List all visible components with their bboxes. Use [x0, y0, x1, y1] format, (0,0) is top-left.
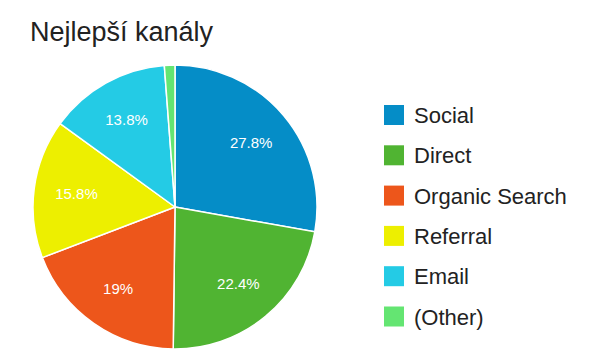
pie-slice	[164, 65, 175, 207]
chart: Nejlepší kanály 27.8% 22.4% 19% 15.8% 13.8% So…	[0, 0, 615, 363]
data-label: 19%	[103, 280, 133, 297]
legend-label: Organic Search	[414, 184, 567, 209]
pie-slice	[175, 65, 317, 232]
data-label: 27.8%	[230, 134, 273, 151]
pie-slice	[173, 207, 315, 349]
legend-swatch	[384, 226, 404, 246]
legend-swatch	[384, 145, 404, 165]
data-label: 13.8%	[105, 111, 148, 128]
slices	[33, 65, 317, 349]
legend-label: (Other)	[414, 305, 484, 330]
data-labels: 27.8% 22.4% 19% 15.8% 13.8%	[55, 111, 272, 296]
legend-label: Direct	[414, 143, 471, 168]
legend-swatch	[384, 186, 404, 206]
legend-swatch	[384, 266, 404, 286]
data-label: 22.4%	[217, 275, 260, 292]
legend-swatch	[384, 105, 404, 125]
title: Nejlepší kanály	[30, 17, 214, 47]
legend-label: Referral	[414, 224, 492, 249]
data-label: 15.8%	[55, 185, 98, 202]
legend-swatch	[384, 307, 404, 327]
legend-label: Social	[414, 103, 474, 128]
legend: Social Direct Organic Search Referral Email (…	[384, 103, 567, 330]
legend-label: Email	[414, 264, 469, 289]
